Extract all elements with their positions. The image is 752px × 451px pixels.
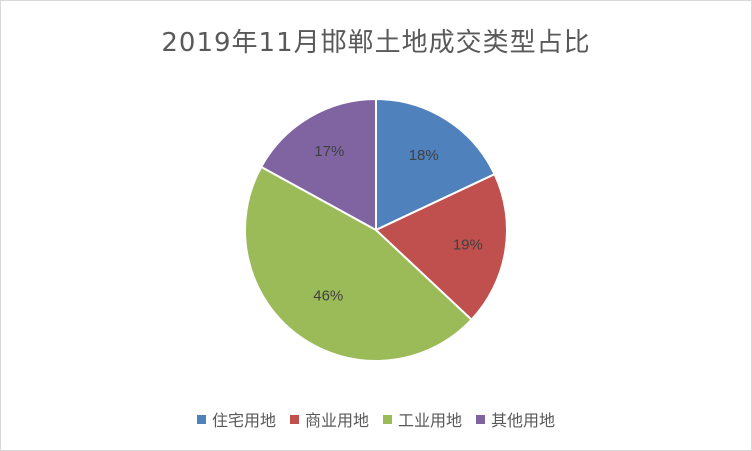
legend-label: 工业用地 xyxy=(398,411,463,430)
pie-slice-3 xyxy=(244,165,473,362)
legend-swatch xyxy=(196,414,206,424)
legend-label: 其他用地 xyxy=(491,411,556,430)
legend-item-3: 工业用地 xyxy=(383,407,462,431)
data-label-1: 18% xyxy=(409,147,439,164)
data-label-3: 46% xyxy=(313,288,343,305)
legend-swatch xyxy=(289,414,299,424)
legend-label: 住宅用地 xyxy=(211,411,276,430)
pie-slice-2 xyxy=(374,172,508,322)
chart-title: 2019年11月邯郸土地成交类型占比 xyxy=(161,28,591,58)
legend-item-2: 商业用地 xyxy=(289,407,369,431)
data-label-4: 17% xyxy=(314,143,344,160)
pie-slice-1 xyxy=(375,97,496,232)
legend-swatch xyxy=(476,414,486,424)
chart-legend: 住宅用地 商业用地 工业用地 其他用地 xyxy=(0,407,752,431)
legend-swatch xyxy=(383,414,392,424)
data-label-2: 19% xyxy=(453,237,483,254)
legend-label: 商业用地 xyxy=(304,411,369,430)
pie-slice-4 xyxy=(259,97,377,232)
legend-item-1: 住宅用地 xyxy=(196,407,276,431)
legend-item-4: 其他用地 xyxy=(476,407,555,431)
